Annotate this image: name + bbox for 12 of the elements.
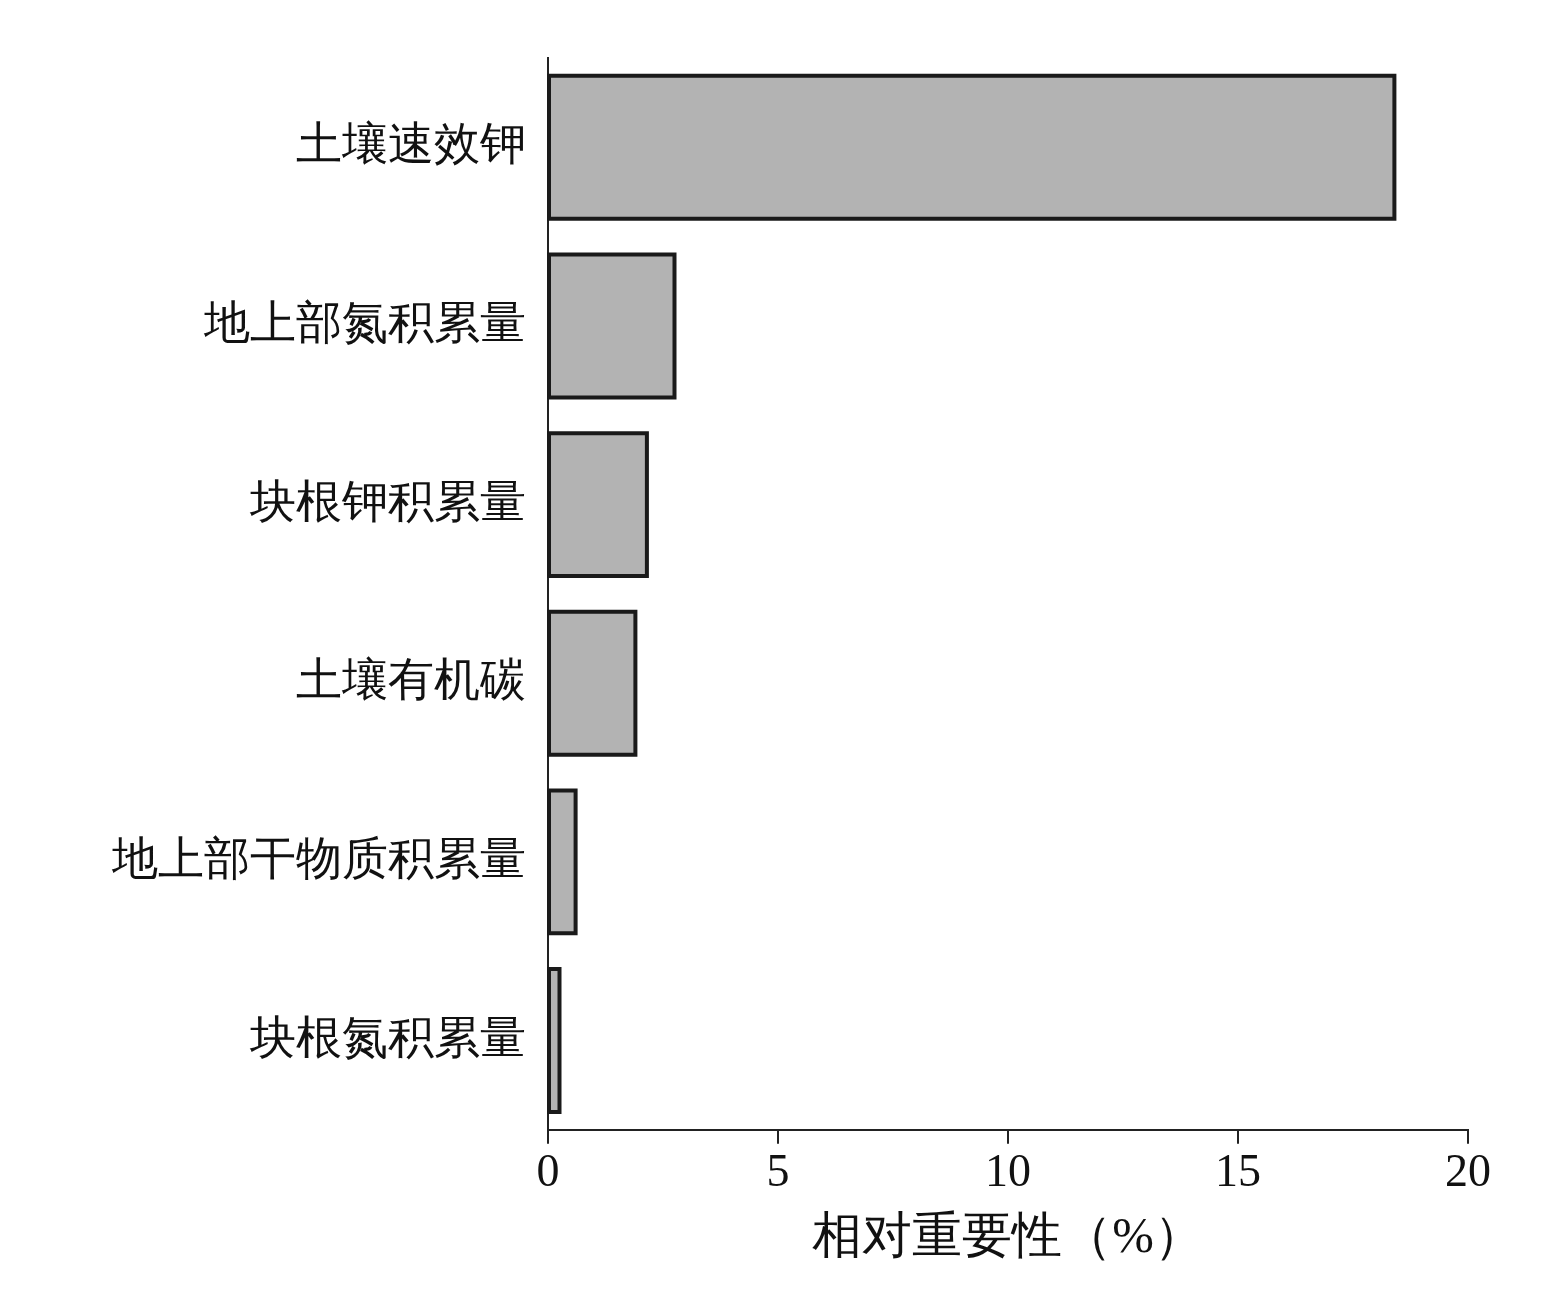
y-tick-label: 土壤有机碳 bbox=[296, 654, 526, 706]
y-tick-label: 地上部干物质积累量 bbox=[111, 832, 526, 884]
x-tick-label: 0 bbox=[536, 1145, 560, 1197]
x-tick-label: 10 bbox=[985, 1145, 1031, 1197]
y-tick-label: 地上部氮积累量 bbox=[203, 297, 526, 349]
x-tick-label: 20 bbox=[1445, 1145, 1491, 1197]
x-tick-label: 15 bbox=[1215, 1145, 1261, 1197]
x-tick-label: 5 bbox=[766, 1145, 790, 1197]
y-tick-label: 块根钾积累量 bbox=[249, 475, 526, 527]
y-tick-label: 块根氮积累量 bbox=[249, 1011, 526, 1063]
y-tick-label: 土壤速效钾 bbox=[296, 118, 526, 170]
x-axis-title: 相对重要性（%） bbox=[812, 1207, 1204, 1264]
